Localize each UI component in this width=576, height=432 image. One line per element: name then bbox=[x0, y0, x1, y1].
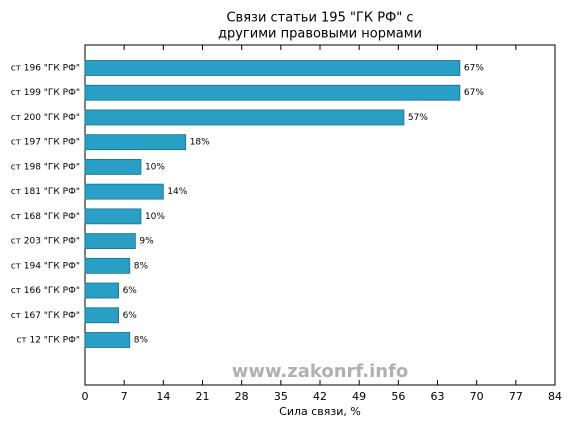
x-tick-label: 49 bbox=[352, 390, 366, 403]
bar bbox=[84, 233, 136, 249]
value-label: 9% bbox=[139, 237, 154, 247]
value-label: 67% bbox=[464, 88, 484, 98]
value-label: 18% bbox=[190, 138, 210, 148]
bar bbox=[84, 159, 142, 175]
value-label: 6% bbox=[123, 286, 138, 296]
value-label: 8% bbox=[134, 336, 149, 346]
y-tick-label: ст 196 "ГК РФ" bbox=[11, 64, 80, 74]
x-tick-label: 56 bbox=[391, 390, 405, 403]
chart-title: другими правовыми нормами bbox=[218, 27, 422, 42]
value-label: 67% bbox=[464, 64, 484, 74]
x-tick-label: 35 bbox=[274, 390, 288, 403]
x-axis-label: Сила связи, % bbox=[279, 405, 361, 418]
x-tick-label: 70 bbox=[470, 390, 484, 403]
x-tick-label: 7 bbox=[121, 390, 128, 403]
y-tick-label: ст 203 "ГК РФ" bbox=[11, 237, 80, 247]
bar bbox=[84, 84, 461, 101]
x-tick-label: 28 bbox=[235, 390, 249, 403]
value-label: 57% bbox=[408, 113, 428, 123]
x-tick-label: 14 bbox=[156, 390, 170, 403]
watermark: www.zakonrf.info bbox=[232, 361, 409, 382]
bar bbox=[84, 208, 142, 225]
value-label: 10% bbox=[145, 162, 165, 172]
bar bbox=[84, 282, 119, 299]
x-tick-label: 0 bbox=[82, 390, 89, 403]
bar bbox=[84, 257, 131, 274]
value-label: 8% bbox=[134, 261, 149, 271]
y-tick-label: ст 168 "ГК РФ" bbox=[11, 212, 80, 222]
x-tick-label: 77 bbox=[509, 390, 523, 403]
x-tick-label: 21 bbox=[196, 390, 210, 403]
x-tick-label: 84 bbox=[548, 390, 562, 403]
bar bbox=[84, 134, 187, 151]
y-tick-label: ст 166 "ГК РФ" bbox=[11, 286, 80, 296]
value-label: 10% bbox=[145, 212, 165, 222]
bar bbox=[84, 109, 405, 126]
value-label: 14% bbox=[167, 187, 187, 197]
y-tick-label: ст 199 "ГК РФ" bbox=[11, 88, 80, 98]
chart-title: Связи статьи 195 "ГК РФ" с bbox=[226, 11, 413, 26]
y-tick-label: ст 167 "ГК РФ" bbox=[11, 311, 80, 321]
bar bbox=[84, 307, 119, 324]
y-tick-label: ст 181 "ГК РФ" bbox=[11, 187, 80, 197]
y-tick-label: ст 200 "ГК РФ" bbox=[11, 113, 80, 123]
bar bbox=[84, 183, 164, 200]
x-tick-label: 42 bbox=[313, 390, 327, 403]
value-label: 6% bbox=[123, 311, 138, 321]
y-tick-label: ст 194 "ГК РФ" bbox=[11, 261, 80, 271]
y-tick-label: ст 198 "ГК РФ" bbox=[11, 162, 80, 172]
y-tick-label: ст 197 "ГК РФ" bbox=[11, 138, 80, 148]
x-tick-label: 63 bbox=[431, 390, 445, 403]
bar bbox=[84, 60, 461, 76]
bar bbox=[84, 332, 131, 348]
y-tick-label: ст 12 "ГК РФ" bbox=[16, 336, 80, 346]
